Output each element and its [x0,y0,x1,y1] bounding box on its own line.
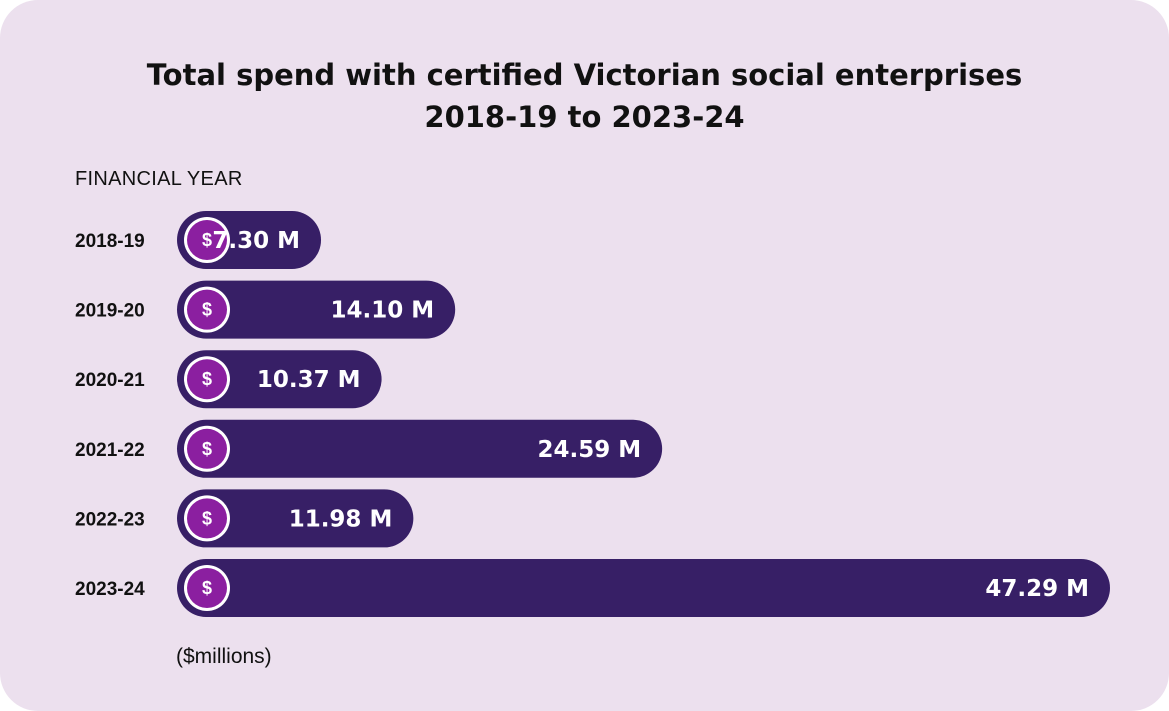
y-axis-label: FINANCIAL YEAR [75,168,243,190]
dollar-coin-icon [187,359,227,400]
bar-row: 2021-22 $24.59 M [75,419,663,478]
bar-value-label: 10.37 M [257,367,361,393]
dollar-coin-icon [187,428,227,469]
dollar-coin-icon [187,220,227,260]
bar-row: 2020-21 $10.37 M [75,350,382,409]
bar-value-label: 11.98 M [289,506,393,532]
dollar-coin-icon-symbol: $ [202,508,212,528]
dollar-coin-icon [187,498,227,539]
y-tick-label: 2021-22 [75,440,145,461]
bar [177,350,382,409]
bar-value-label: 24.59 M [537,437,641,463]
y-tick-label: 2020-21 [75,370,145,391]
y-tick-label: 2018-19 [75,231,145,252]
bar [177,419,663,478]
bar-value-label: 7.30 M [212,228,300,254]
y-tick-label: 2019-20 [75,301,145,322]
dollar-coin-icon-symbol: $ [202,230,212,250]
dollar-coin-icon [187,568,227,608]
y-tick-label: 2023-24 [75,579,145,600]
dollar-coin-icon-symbol: $ [202,300,212,320]
dollar-coin-icon [187,289,227,330]
bar [177,280,456,339]
dollar-coin-icon-symbol: $ [202,578,212,598]
bar-row: 2022-23 $11.98 M [75,489,414,548]
bar-row: 2019-20 $14.10 M [75,280,456,339]
x-axis-unit-label: ($millions) [176,645,272,668]
bar-value-label: 14.10 M [331,298,435,324]
chart-title-block: Total spend with certified Victorian soc… [0,54,1169,138]
dollar-coin-icon-symbol: $ [202,369,212,389]
bar-value-label: 47.29 M [985,576,1089,602]
bar-row: 2018-19 $7.30 M [75,211,322,269]
bar [177,559,1110,617]
chart-title: Total spend with certified Victorian soc… [146,58,1023,92]
bar-row: 2023-24 $47.29 M [75,559,1110,617]
dollar-coin-icon-symbol: $ [202,439,212,459]
bar [177,489,414,548]
chart-subtitle: 2018-19 to 2023-24 [424,100,745,134]
y-tick-label: 2022-23 [75,509,145,530]
